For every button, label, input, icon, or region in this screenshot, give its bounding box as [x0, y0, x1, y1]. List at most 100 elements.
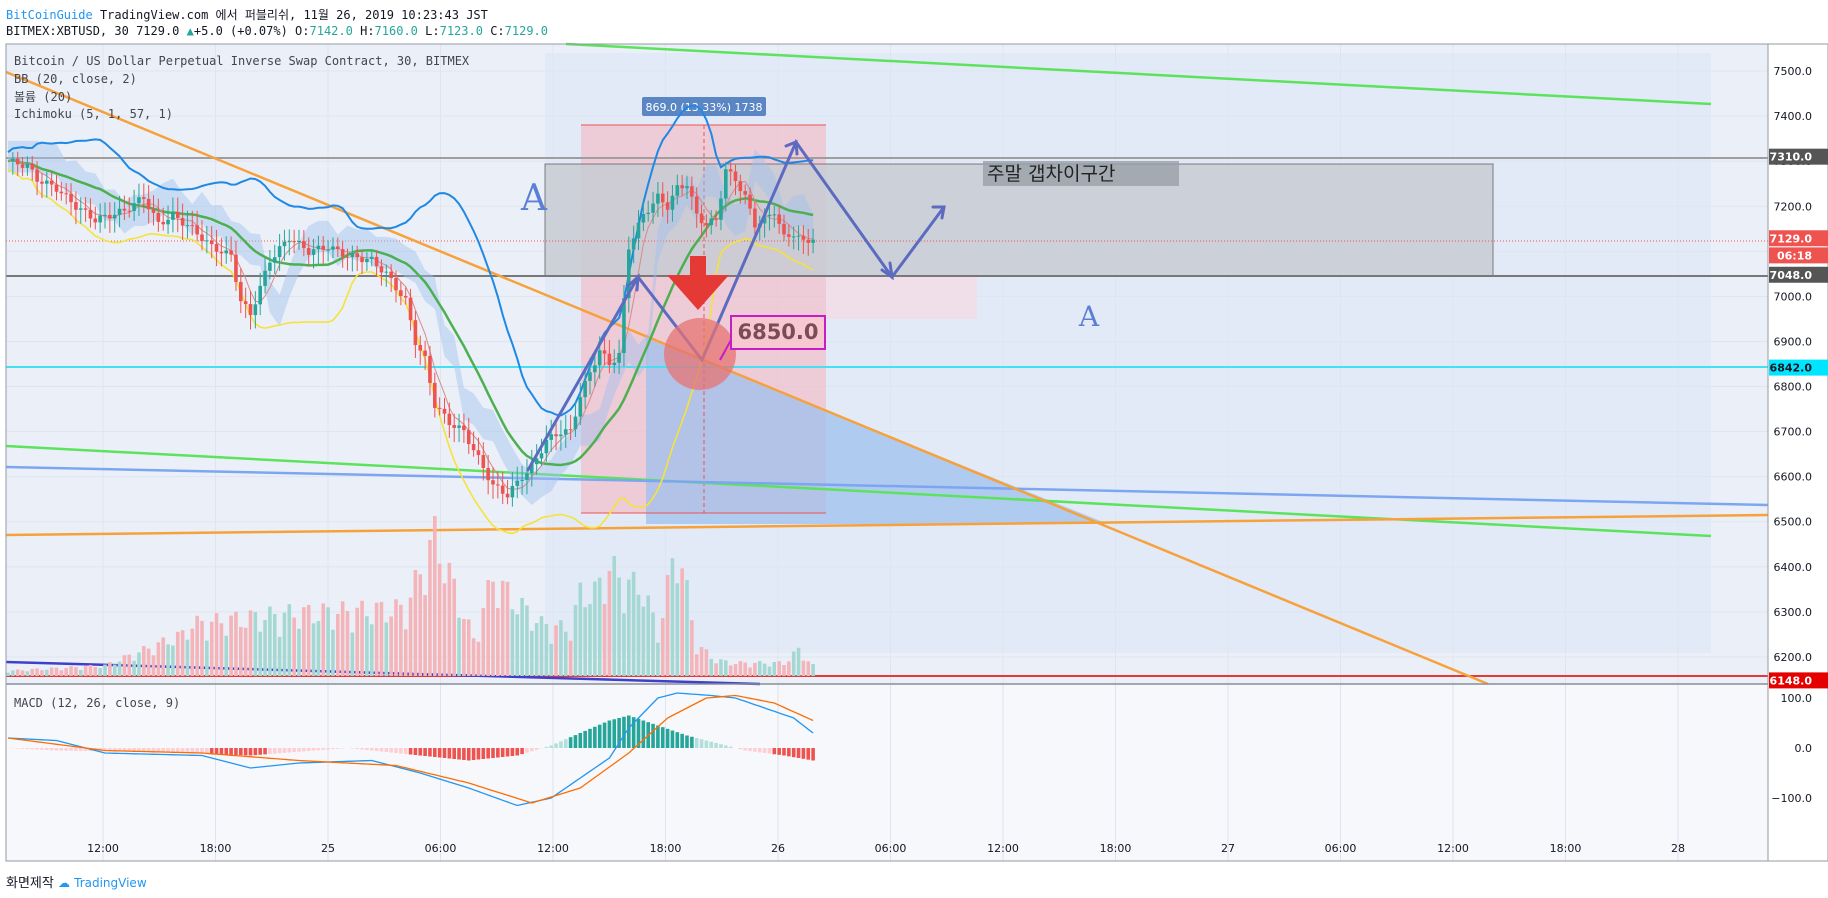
- author-name[interactable]: BitCoinGuide: [6, 8, 93, 22]
- volume-bar: [180, 630, 185, 676]
- candle-body: [593, 365, 597, 373]
- label-a-left: A: [520, 178, 548, 219]
- candle-body: [49, 180, 54, 185]
- macd-histogram-bar: [423, 748, 427, 756]
- volume-bar: [253, 612, 258, 676]
- volume-bar: [777, 661, 781, 676]
- candle-body: [496, 484, 500, 486]
- candle-body: [355, 253, 359, 258]
- volume-bar: [554, 625, 558, 676]
- legend-macd[interactable]: MACD (12, 26, close, 9): [14, 696, 180, 710]
- volume-bar: [515, 614, 520, 676]
- candle-body: [428, 355, 432, 383]
- zone-label: 주말 갭차이구간: [987, 163, 1115, 185]
- candle-body: [350, 253, 355, 258]
- volume-bar: [20, 670, 25, 676]
- volume-bar: [709, 658, 714, 676]
- macd-histogram-bar: [253, 748, 258, 756]
- candle-body: [457, 425, 461, 428]
- volume-bar: [234, 611, 238, 676]
- volume-bar: [277, 636, 282, 676]
- macd-histogram-bar: [302, 748, 306, 752]
- legend-bb[interactable]: BB (20, close, 2): [14, 72, 137, 86]
- candle-body: [617, 353, 621, 363]
- macd-histogram-bar: [627, 715, 631, 748]
- candle-body: [25, 163, 30, 168]
- candle-body: [253, 304, 258, 316]
- candle-body: [224, 250, 229, 254]
- price-tag: [1769, 247, 1828, 264]
- candle-body: [239, 281, 243, 302]
- volume-bar: [117, 661, 122, 676]
- bb-upper-line: [7, 104, 814, 417]
- candle-body: [602, 350, 607, 354]
- time-axis[interactable]: 12:00 18:00 25 06:00 12:00 18:00 26 06:00 12:00 1…: [87, 842, 1685, 855]
- macd-histogram-bar: [45, 748, 49, 750]
- candle-body: [272, 257, 277, 263]
- volume-bar: [685, 580, 689, 676]
- volume-bar: [583, 607, 587, 676]
- candle-body: [753, 208, 757, 228]
- macd-histogram-bar: [64, 748, 68, 751]
- close-value: 7129.0: [504, 24, 548, 38]
- time-axis-label: 06:00: [1325, 842, 1357, 855]
- time-axis-label: 12:00: [987, 842, 1019, 855]
- candle-body: [30, 163, 35, 170]
- candle-body: [306, 248, 311, 255]
- legend-ichimoku[interactable]: Ichimoku (5, 1, 57, 1): [14, 107, 173, 121]
- macd-histogram-bar: [258, 748, 262, 755]
- volume-bar: [200, 620, 204, 676]
- volume-bar: [171, 645, 175, 676]
- open-label: O:: [295, 24, 310, 38]
- candle-body: [418, 345, 423, 351]
- price-axis[interactable]: [1768, 44, 1828, 861]
- legend-volume[interactable]: 볼륨 (20): [14, 90, 72, 104]
- candle-body: [234, 254, 238, 282]
- tradingview-brand[interactable]: TradingView: [74, 876, 147, 890]
- candles[interactable]: [11, 151, 815, 507]
- candle-body: [54, 184, 59, 192]
- candle-body: [142, 197, 146, 199]
- candle-body: [175, 211, 180, 218]
- price-note-box[interactable]: [730, 315, 826, 350]
- macd-histogram-bar: [277, 748, 282, 754]
- candle-body: [137, 197, 141, 204]
- candle-body: [699, 213, 704, 224]
- volume-bar: [728, 665, 733, 676]
- volume-bar: [743, 662, 747, 676]
- volume-bar: [423, 595, 427, 676]
- high-label: H:: [360, 24, 375, 38]
- candle-body: [539, 453, 544, 459]
- time-axis-label: 18:00: [200, 842, 232, 855]
- macd-histogram-bar: [597, 724, 602, 748]
- candle-body: [117, 208, 122, 215]
- volume-bar: [597, 577, 602, 676]
- candle-body: [345, 256, 350, 258]
- volume-bar: [132, 660, 136, 676]
- volume-bar: [54, 667, 59, 676]
- open-value: 7142.0: [309, 24, 353, 38]
- macd-histogram-bar: [515, 748, 520, 756]
- volume-bar: [578, 582, 583, 676]
- price-axis-label: 6300.0: [1774, 606, 1813, 619]
- macd-histogram-bar: [631, 717, 636, 748]
- candle-body: [796, 235, 801, 237]
- macd-histogram-bar: [175, 748, 180, 753]
- volume-bar: [670, 558, 675, 676]
- macd-histogram-bar: [350, 748, 355, 749]
- made-with-label: 화면제작: [6, 876, 54, 891]
- macd-histogram-bar: [665, 728, 670, 748]
- volume-bar: [544, 623, 549, 676]
- volume-bar: [214, 613, 219, 676]
- candle-body: [336, 246, 340, 250]
- volume-bar: [243, 627, 248, 676]
- candle-body: [20, 164, 25, 168]
- candle-body: [423, 350, 427, 356]
- candle-body: [340, 249, 345, 257]
- macd-histogram-bar: [408, 748, 413, 755]
- candle-body: [146, 198, 151, 210]
- volume-bar: [345, 611, 350, 676]
- volume-bar: [403, 629, 408, 676]
- macd-histogram-bar: [593, 726, 597, 748]
